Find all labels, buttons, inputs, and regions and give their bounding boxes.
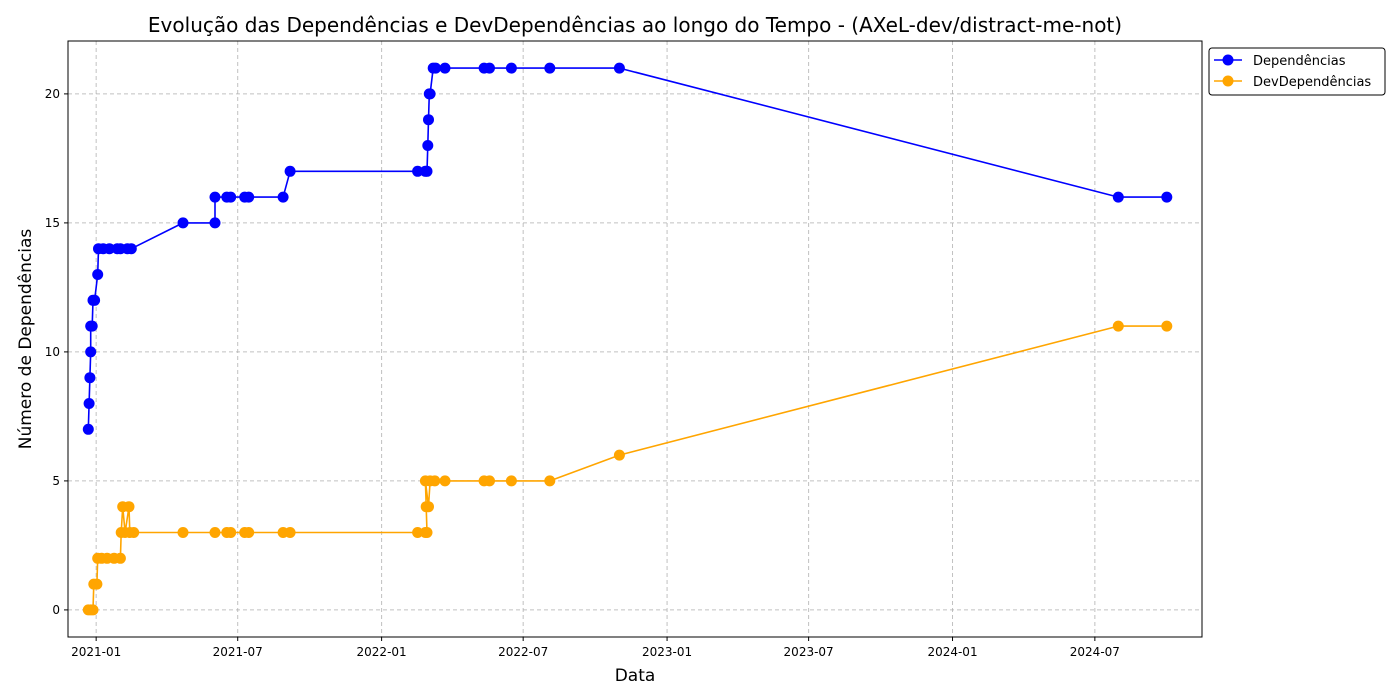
x-tick-label: 2022-07: [498, 645, 548, 659]
legend-label: DevDependências: [1253, 75, 1371, 90]
x-axis: 2021-01 2021-07 2022-01 2022-07 2023-01 2023-…: [71, 637, 1120, 659]
series-1: [82, 320, 1173, 616]
data-point: [484, 475, 495, 487]
data-point: [1112, 191, 1124, 203]
data-point: [613, 449, 625, 461]
data-point: [277, 191, 289, 203]
data-point: [439, 475, 451, 487]
data-point: [128, 527, 140, 538]
y-axis: 0 5 10 15 20: [45, 87, 68, 617]
x-axis-label: Data: [615, 666, 656, 686]
x-tick-label: 2023-01: [642, 645, 692, 659]
data-point: [85, 346, 97, 358]
data-point: [412, 527, 424, 538]
data-point: [613, 62, 625, 74]
y-axis-label: Número de Dependências: [16, 229, 36, 450]
x-tick-label: 2024-07: [1070, 645, 1120, 659]
data-point: [82, 423, 94, 435]
data-point: [284, 527, 296, 538]
y-tick-label: 0: [52, 603, 60, 617]
data-point: [423, 501, 434, 513]
data-point: [177, 217, 189, 229]
data-point: [1161, 320, 1173, 332]
x-tick-label: 2021-07: [213, 645, 263, 659]
data-point: [544, 62, 556, 74]
data-point: [125, 243, 137, 255]
grid: [68, 41, 1202, 637]
legend-marker: [1222, 75, 1234, 87]
data-point: [1161, 191, 1173, 203]
chart-title: Evolução das Dependências e DevDependênc…: [148, 13, 1122, 37]
x-tick-label: 2021-01: [71, 645, 121, 659]
data-point: [484, 62, 495, 74]
data-point: [422, 140, 434, 151]
y-tick-label: 5: [52, 474, 60, 488]
data-point: [505, 62, 517, 74]
data-point: [430, 62, 442, 74]
data-point: [91, 578, 103, 590]
data-point: [284, 165, 296, 177]
series-line: [88, 325, 1167, 611]
data-point: [114, 552, 126, 564]
legend-marker: [1222, 54, 1234, 66]
y-tick-label: 20: [45, 87, 60, 101]
data-point: [429, 475, 441, 487]
data-point: [544, 475, 556, 487]
data-point: [83, 398, 95, 409]
data-point: [209, 217, 221, 229]
x-tick-label: 2022-01: [357, 645, 407, 659]
data-point: [103, 243, 115, 255]
series-line: [87, 67, 1167, 430]
data-point: [225, 527, 237, 538]
data-point: [421, 165, 433, 177]
data-point: [1112, 320, 1124, 332]
legend: Dependências DevDependências: [1208, 47, 1386, 96]
data-point: [209, 527, 221, 538]
data-point: [84, 372, 96, 384]
data-point: [439, 62, 451, 74]
x-tick-label: 2024-01: [927, 645, 977, 659]
data-point: [421, 527, 433, 538]
x-tick-label: 2023-07: [784, 645, 834, 659]
data-point: [209, 191, 221, 203]
data-point: [225, 191, 237, 203]
legend-label: Dependências: [1253, 54, 1346, 69]
data-point: [123, 501, 135, 513]
series-0: [82, 62, 1173, 435]
y-tick-label: 10: [45, 345, 60, 359]
legend-box: [1208, 47, 1386, 96]
data-point: [87, 604, 99, 616]
data-point: [92, 269, 104, 280]
plot-frame: [67, 40, 1203, 638]
data-point: [505, 475, 517, 487]
data-point: [177, 527, 189, 538]
data-point: [243, 191, 255, 203]
data-point: [89, 294, 101, 306]
y-tick-label: 15: [45, 216, 60, 230]
data-point: [424, 88, 436, 100]
data-point: [243, 527, 255, 538]
data-point: [423, 114, 434, 126]
series-layer: [82, 62, 1173, 616]
data-point: [86, 320, 98, 332]
data-point: [412, 165, 424, 177]
